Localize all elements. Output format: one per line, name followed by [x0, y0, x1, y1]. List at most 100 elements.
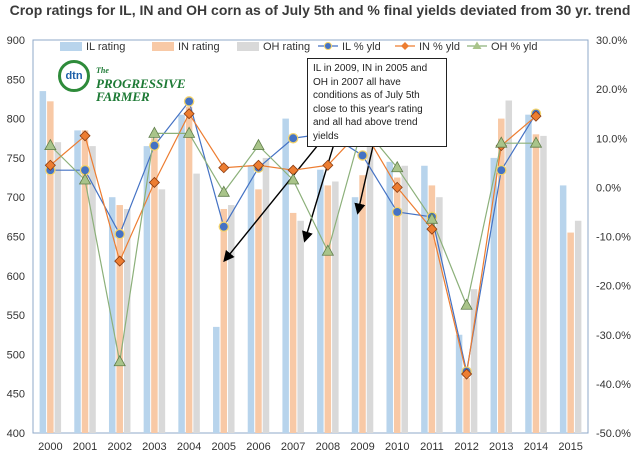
- right-axis-tick-label: 10.0%: [596, 133, 627, 145]
- left-axis-tick-label: 500: [7, 349, 25, 361]
- plot-frame: [32, 39, 589, 434]
- in-yield-point: [148, 176, 160, 189]
- left-axis-tick-label: 900: [7, 35, 25, 47]
- bar: [490, 157, 498, 433]
- x-axis-tick-label: 2000: [38, 441, 62, 453]
- bar: [185, 106, 193, 433]
- bar: [247, 165, 255, 433]
- legend-marker: [401, 42, 409, 50]
- x-axis-tick-label: 2004: [177, 441, 201, 453]
- bar: [151, 138, 158, 433]
- logo-the: The: [96, 66, 109, 75]
- x-axis-tick-label: 2002: [107, 441, 131, 453]
- bar: [116, 205, 123, 433]
- x-axis-tick-label: 2001: [73, 441, 97, 453]
- il-yield-point: [218, 221, 230, 232]
- dtn-progressive-farmer-logo: dtn The PROGRESSIVE FARMER: [58, 60, 188, 103]
- in-yield-point: [79, 130, 91, 142]
- bar: [532, 134, 540, 433]
- oh-yield-point: [217, 185, 230, 197]
- il-yield-point: [183, 96, 195, 107]
- bar: [39, 91, 47, 433]
- bar: [262, 157, 270, 433]
- right-axis-tick-label: -20.0%: [596, 281, 631, 293]
- right-axis-tick-label: 0.0%: [596, 182, 621, 194]
- bar: [393, 177, 401, 433]
- in-yield-point: [183, 108, 195, 120]
- left-axis-tick-label: 450: [7, 389, 25, 401]
- bar: [74, 130, 81, 433]
- bar: [54, 142, 62, 433]
- bar: [421, 165, 428, 433]
- bar: [525, 114, 532, 434]
- left-axis-tick-label: 850: [7, 74, 25, 86]
- legend-label: IN % yld: [419, 41, 460, 53]
- bar: [559, 185, 567, 433]
- bar: [436, 197, 443, 433]
- bar: [498, 118, 505, 433]
- legend-label: IN rating: [178, 41, 220, 53]
- il-yield-point: [114, 228, 125, 240]
- legend-marker: [324, 42, 332, 50]
- left-axis-tick-label: 750: [7, 153, 25, 165]
- bar: [108, 197, 116, 433]
- oh-yield-point: [113, 354, 126, 367]
- x-axis-tick-label: 2011: [420, 441, 444, 453]
- bar: [428, 185, 436, 433]
- chart-title: Crop ratings for IL, IN and OH corn as o…: [9, 2, 631, 18]
- left-axis-tick-label: 400: [7, 428, 25, 440]
- il-yield-point: [391, 206, 403, 218]
- left-axis-tick-label: 700: [7, 192, 25, 204]
- legend-label: IL rating: [86, 41, 125, 53]
- bar: [401, 165, 408, 433]
- right-axis-tick-label: -40.0%: [596, 379, 631, 391]
- bar: [505, 100, 513, 433]
- left-axis-tick-label: 800: [7, 114, 25, 126]
- bar: [567, 232, 574, 433]
- left-axis-tick-label: 650: [7, 232, 25, 244]
- oh-yield-point: [252, 138, 265, 151]
- x-axis-tick-label: 2003: [142, 441, 166, 453]
- logo-progressive-farmer: PROGRESSIVE FARMER: [96, 76, 186, 104]
- axis-ticks: 400 450 500 550 600 650 700 750 800 850 900 -50.0% -…: [7, 35, 631, 453]
- bar: [297, 220, 304, 433]
- oh-yield-point: [286, 173, 300, 185]
- bar: [123, 208, 131, 433]
- x-axis-tick-label: 2006: [246, 441, 270, 453]
- il-yield-point: [357, 150, 368, 161]
- in-yield-point: [391, 181, 403, 193]
- bar: [255, 189, 262, 433]
- bar: [193, 173, 200, 433]
- bar: [324, 185, 332, 433]
- logo-wordmark: The PROGRESSIVE FARMER: [96, 62, 188, 103]
- il-yield-point: [496, 164, 507, 176]
- oh-yield-point: [182, 126, 196, 138]
- legend-swatch: [60, 42, 82, 51]
- dtn-logo-icon: dtn: [58, 60, 90, 92]
- left-axis-tick-label: 550: [7, 310, 25, 322]
- right-axis-tick-label: -50.0%: [596, 428, 631, 440]
- right-axis-tick-label: 20.0%: [596, 84, 627, 96]
- oh-yield-point: [78, 173, 92, 185]
- oh-yield-point: [321, 244, 335, 256]
- legend-label: OH rating: [263, 41, 310, 53]
- legend-swatch: [237, 42, 259, 51]
- bar: [47, 101, 54, 434]
- annotation-box: IL in 2009, IN in 2005 and OH in 2007 al…: [307, 58, 447, 147]
- left-axis-tick-label: 600: [7, 271, 25, 283]
- x-axis-tick-label: 2015: [558, 441, 582, 453]
- oh-yield-point: [495, 136, 508, 148]
- bar: [289, 212, 297, 433]
- in-yield-point: [44, 159, 56, 171]
- x-axis-tick-label: 2009: [350, 441, 374, 453]
- oh-yield-point: [148, 126, 161, 138]
- oh-yield-point: [391, 160, 404, 173]
- bar: [386, 161, 393, 433]
- bar: [220, 208, 228, 433]
- legend: IL rating IN rating OH rating IL % yld IN % …: [60, 41, 537, 53]
- il-yield-point: [149, 140, 160, 151]
- legend-marker: [472, 41, 482, 49]
- x-axis-tick-label: 2014: [524, 441, 548, 453]
- bar: [359, 175, 366, 433]
